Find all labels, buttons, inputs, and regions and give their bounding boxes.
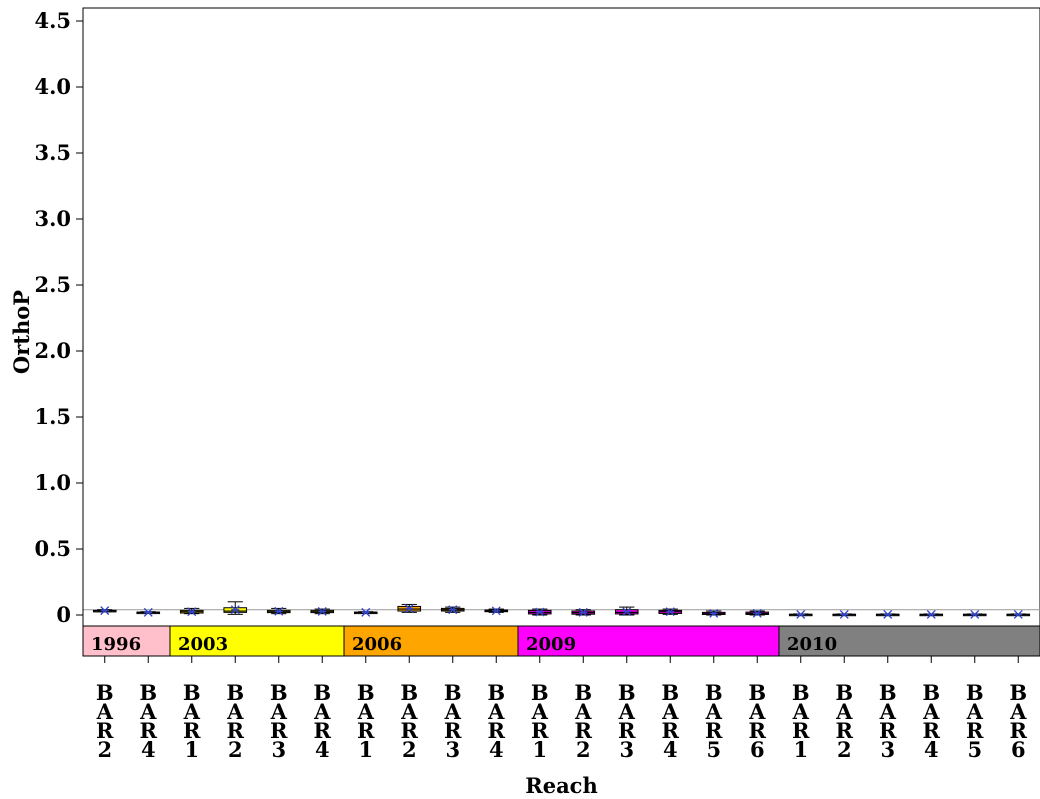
- box-2006-BAR2: [397, 603, 422, 613]
- box-2003-BAR4: [310, 606, 335, 616]
- box-2010-BAR1: [788, 610, 813, 619]
- y-tick-label: 4.5: [34, 8, 71, 33]
- box-2009-BAR5: [701, 608, 726, 618]
- mean-marker: [100, 606, 110, 616]
- y-tick-label: 1.0: [34, 470, 71, 495]
- year-band-label: 2009: [526, 634, 576, 655]
- mean-marker: [361, 607, 371, 617]
- box-2009-BAR2: [571, 607, 596, 617]
- mean-marker: [535, 607, 545, 617]
- box-2006-BAR4: [484, 606, 509, 616]
- year-band-2006: [343, 625, 519, 657]
- year-band-label: 2006: [352, 634, 402, 655]
- plot-area: [82, 7, 1040, 627]
- year-bands: 1996 2003 2006 2009 2010: [82, 625, 1040, 657]
- y-tick-label: 2.5: [34, 272, 71, 297]
- box-2009-BAR4: [658, 607, 683, 617]
- y-tick-label: 3.5: [34, 140, 71, 165]
- box-2009-BAR3: [614, 606, 639, 617]
- year-band-label: 1996: [91, 634, 141, 655]
- mean-marker: [404, 603, 414, 613]
- mean-marker: [187, 607, 197, 617]
- box-2009-BAR6: [745, 608, 770, 618]
- y-tick-label: 3.0: [34, 206, 71, 231]
- box-2010-BAR5: [962, 610, 987, 619]
- year-band-label: 2003: [178, 634, 228, 655]
- y-tick-label: 0: [56, 602, 71, 627]
- mean-marker: [143, 607, 153, 617]
- mean-marker: [230, 605, 240, 615]
- mean-marker: [317, 606, 327, 616]
- box-2010-BAR4: [919, 610, 944, 619]
- mean-marker: [926, 610, 936, 619]
- y-tick-label: 2.0: [34, 338, 71, 363]
- box-2003-BAR1: [179, 607, 204, 617]
- mean-marker: [578, 607, 588, 617]
- box-1996-BAR4: [136, 607, 161, 617]
- year-band-2010: [778, 625, 1040, 657]
- box-2010-BAR6: [1006, 610, 1031, 619]
- year-band-label: 2010: [787, 634, 837, 655]
- box-2010-BAR3: [875, 610, 900, 619]
- mean-marker: [796, 610, 806, 619]
- mean-marker: [709, 608, 719, 618]
- mean-marker: [883, 610, 893, 619]
- x-category-labels: B A R 2 B A R 4 B A R 1 B A R 2 B A R 3 B A R 4 B A R 1 B A R 2 B A R 3 B A R 4…: [96, 656, 1028, 762]
- y-axis: 0 0.5 1.0 1.5 2.0 2.5 3.0 3.5 4.0 4.5: [34, 8, 84, 656]
- mean-marker: [839, 610, 849, 619]
- mean-marker: [622, 607, 632, 617]
- plot-frame: [82, 7, 1040, 627]
- y-tick-label: 1.5: [34, 404, 71, 429]
- box-2003-BAR2: [223, 601, 248, 615]
- box-2003-BAR3: [266, 606, 291, 616]
- x-axis-title: Reach: [525, 773, 597, 798]
- mean-marker: [1013, 610, 1023, 619]
- y-tick-label: 0.5: [34, 536, 71, 561]
- box-2006-BAR1: [353, 607, 378, 617]
- box-2010-BAR2: [832, 610, 857, 619]
- year-band-2009: [517, 625, 780, 657]
- mean-marker: [448, 605, 458, 615]
- box-2006-BAR3: [440, 605, 465, 615]
- y-axis-title: OrthoP: [9, 290, 34, 374]
- mean-marker: [970, 610, 980, 619]
- box-1996-BAR2: [92, 606, 117, 616]
- mean-marker: [752, 608, 762, 618]
- mean-marker: [491, 606, 501, 616]
- box-2009-BAR1: [527, 607, 552, 617]
- y-tick-label: 4.0: [34, 74, 71, 99]
- mean-marker: [274, 606, 284, 616]
- mean-marker: [665, 607, 675, 617]
